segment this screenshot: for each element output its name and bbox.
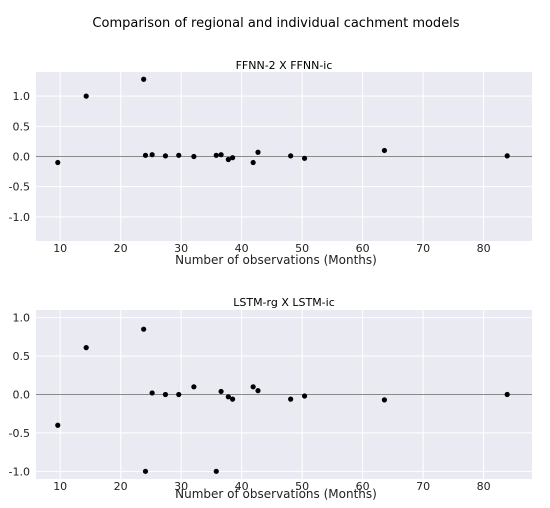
- subplot-title: LSTM-rg X LSTM-ic: [233, 296, 335, 309]
- x-tick-label: 20: [114, 242, 128, 255]
- figure-title: Comparison of regional and individual ca…: [92, 16, 459, 31]
- data-point: [149, 152, 155, 158]
- data-point: [213, 468, 219, 474]
- y-tick-label: -1.0: [9, 465, 30, 478]
- data-point: [218, 388, 224, 395]
- y-tick-label: 0.5: [13, 350, 31, 363]
- data-point: [218, 152, 224, 158]
- y-tick-label: 1.0: [13, 312, 31, 325]
- subplot-ffnn: FFNN-2 X FFNN-ic 10 20 30 40 50 60 70 80 1.0 0.5 0.…: [9, 59, 532, 267]
- data-point: [250, 159, 256, 166]
- data-point: [162, 153, 169, 159]
- data-point: [229, 155, 236, 161]
- data-point: [191, 153, 197, 160]
- data-point: [83, 345, 89, 351]
- data-point: [255, 388, 261, 394]
- data-point: [142, 468, 149, 474]
- data-point: [288, 396, 294, 402]
- data-point: [142, 152, 149, 158]
- data-point: [141, 326, 147, 332]
- data-point: [381, 147, 388, 154]
- data-point: [141, 76, 147, 82]
- data-point: [83, 93, 89, 99]
- data-point: [225, 394, 231, 400]
- subplot-title: FFNN-2 X FFNN-ic: [236, 59, 333, 72]
- y-tick-label: 0.0: [13, 151, 31, 164]
- subplot-lstm: LSTM-rg X LSTM-ic 10 20 30 40 50 60 70 80 1.0 0.5 0…: [9, 296, 532, 501]
- data-point: [225, 156, 231, 163]
- data-point: [55, 159, 61, 166]
- x-tick-label: 40: [235, 242, 249, 255]
- x-tick-label: 20: [114, 480, 128, 493]
- data-point: [191, 384, 197, 390]
- x-tick-label: 60: [356, 242, 370, 255]
- x-axis-label: Number of observations (Months): [175, 253, 377, 267]
- x-tick-label: 50: [295, 242, 309, 255]
- x-axis-label: Number of observations (Months): [175, 487, 377, 501]
- data-point: [250, 384, 256, 390]
- data-point: [55, 422, 61, 428]
- data-point: [504, 391, 510, 398]
- x-tick-label: 80: [477, 480, 491, 493]
- x-tick-label: 50: [295, 480, 309, 493]
- data-point: [162, 391, 169, 398]
- x-tick-label: 40: [235, 480, 249, 493]
- data-point: [213, 152, 219, 158]
- x-tick-label: 70: [416, 242, 430, 255]
- data-point: [149, 390, 155, 396]
- data-point: [288, 153, 294, 159]
- x-tick-label: 10: [53, 480, 67, 493]
- y-tick-label: -0.5: [9, 427, 30, 440]
- data-point: [255, 149, 261, 155]
- data-point: [504, 153, 510, 159]
- data-point: [229, 396, 236, 402]
- y-tick-label: 0.0: [13, 389, 31, 402]
- x-tick-label: 30: [174, 242, 188, 255]
- y-tick-label: 1.0: [13, 90, 31, 103]
- y-tick-label: -0.5: [9, 181, 30, 194]
- x-tick-label: 80: [477, 242, 491, 255]
- data-point: [381, 397, 388, 403]
- data-point: [176, 391, 182, 398]
- data-point: [301, 393, 308, 399]
- x-tick-label: 10: [53, 242, 67, 255]
- x-tick-label: 60: [356, 480, 370, 493]
- x-tick-label: 70: [416, 480, 430, 493]
- x-tick-label: 30: [174, 480, 188, 493]
- y-tick-label: -1.0: [9, 211, 30, 224]
- y-tick-label: 0.5: [13, 120, 31, 133]
- data-point: [301, 155, 308, 161]
- data-point: [176, 152, 182, 158]
